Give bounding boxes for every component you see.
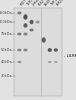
Ellipse shape [24, 15, 27, 19]
Ellipse shape [24, 49, 27, 51]
Ellipse shape [31, 29, 32, 31]
Ellipse shape [48, 61, 52, 63]
Text: THP-1: THP-1 [50, 0, 59, 7]
Text: Jurkat: Jurkat [32, 0, 41, 7]
Ellipse shape [49, 49, 51, 51]
Ellipse shape [25, 25, 26, 26]
Ellipse shape [48, 48, 52, 52]
Ellipse shape [25, 49, 26, 51]
Ellipse shape [49, 61, 51, 63]
Ellipse shape [55, 61, 57, 63]
Ellipse shape [31, 21, 32, 23]
Ellipse shape [17, 49, 21, 51]
Text: 100kDa-: 100kDa- [0, 20, 13, 24]
Ellipse shape [25, 33, 26, 35]
Text: 150kDa-: 150kDa- [0, 11, 13, 15]
Ellipse shape [18, 33, 21, 35]
Ellipse shape [23, 23, 28, 28]
Ellipse shape [54, 48, 58, 52]
Ellipse shape [18, 12, 21, 14]
Ellipse shape [25, 16, 26, 18]
Ellipse shape [24, 33, 27, 35]
Ellipse shape [42, 37, 46, 43]
Ellipse shape [43, 39, 45, 41]
Ellipse shape [30, 29, 33, 31]
Text: K562: K562 [38, 0, 46, 7]
Ellipse shape [30, 20, 33, 24]
Ellipse shape [23, 32, 28, 36]
Text: HEK293: HEK293 [56, 0, 67, 7]
Ellipse shape [36, 21, 39, 23]
Text: - LILRA1: - LILRA1 [64, 54, 76, 57]
Ellipse shape [54, 49, 57, 51]
Ellipse shape [19, 33, 20, 35]
Text: 50kDa-: 50kDa- [1, 48, 13, 52]
Text: 40kDa-: 40kDa- [1, 60, 13, 64]
Bar [14, 8, 62, 96]
Ellipse shape [37, 21, 38, 23]
Ellipse shape [18, 49, 21, 51]
Ellipse shape [17, 33, 21, 35]
Ellipse shape [54, 61, 58, 63]
Text: 75kDa-: 75kDa- [1, 32, 13, 36]
Text: A549: A549 [44, 0, 52, 7]
Ellipse shape [42, 38, 45, 42]
Ellipse shape [19, 12, 20, 14]
Ellipse shape [23, 14, 28, 20]
Text: T47D: T47D [25, 0, 34, 7]
Ellipse shape [29, 28, 34, 32]
Ellipse shape [19, 49, 20, 51]
Text: 30kDa-: 30kDa- [1, 74, 13, 78]
Ellipse shape [17, 12, 21, 14]
Ellipse shape [55, 49, 57, 51]
Ellipse shape [35, 20, 40, 24]
Ellipse shape [48, 49, 51, 51]
Ellipse shape [18, 61, 21, 63]
Ellipse shape [24, 24, 27, 27]
Ellipse shape [29, 20, 34, 24]
Text: MCF7: MCF7 [19, 0, 28, 7]
Ellipse shape [23, 49, 28, 51]
Ellipse shape [17, 61, 21, 63]
